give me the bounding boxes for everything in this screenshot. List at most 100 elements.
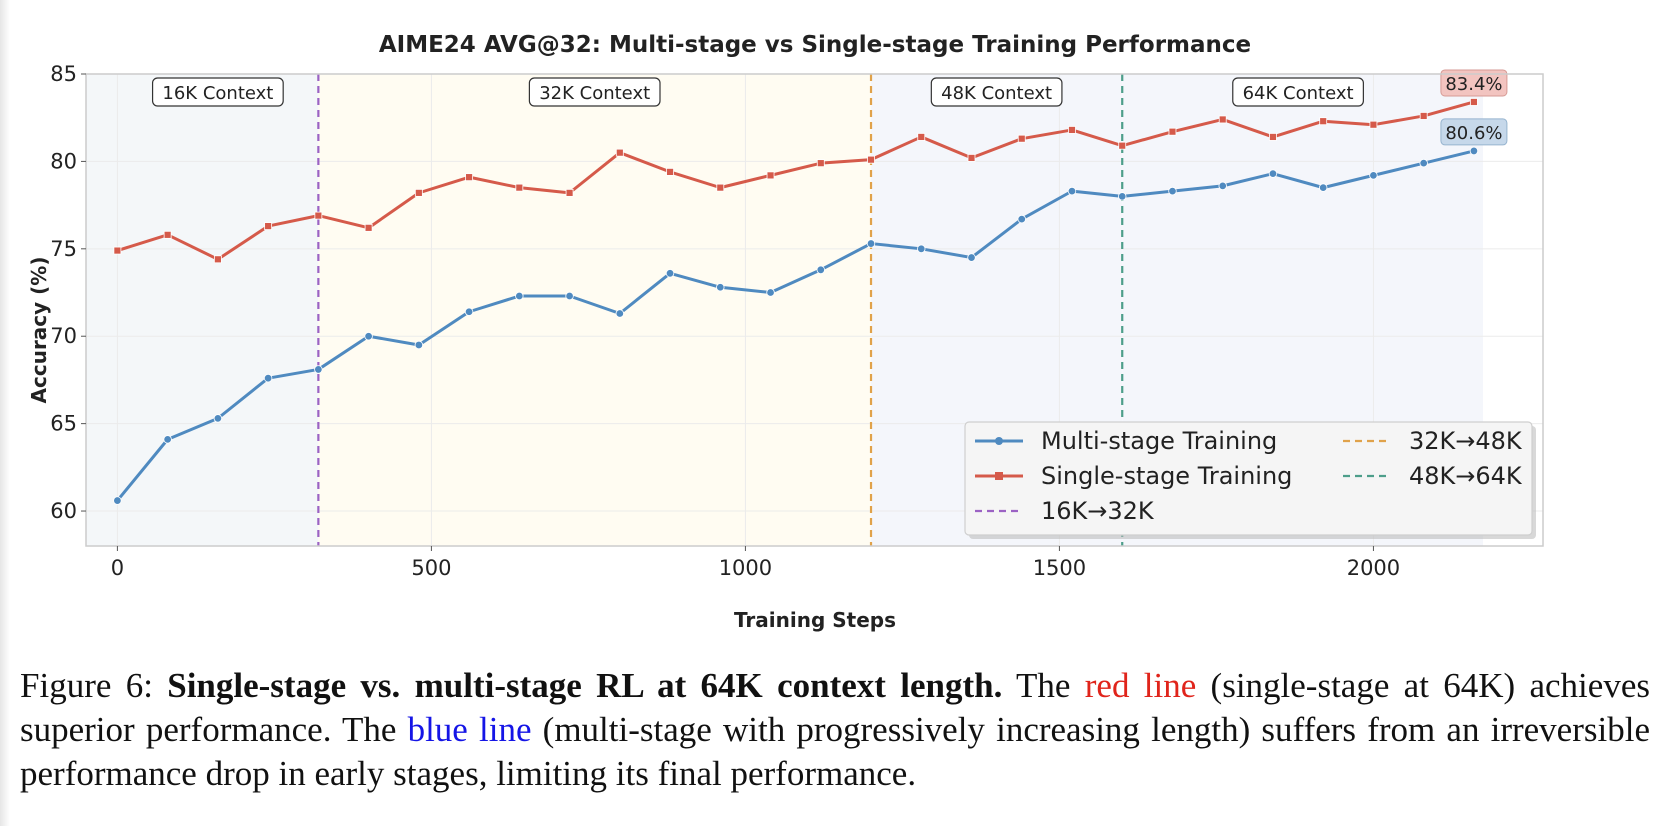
data-point [967,154,976,162]
x-tick-label: 500 [411,556,451,580]
stage-label-box [1232,77,1364,107]
data-point [1118,192,1127,201]
data-point [766,288,775,297]
data-point [1269,133,1277,141]
y-tick-label: 85 [50,62,77,86]
data-point [1369,120,1378,129]
legend-label: 16K→32K [1041,497,1155,525]
stage-label: 48K Context [930,77,1063,107]
page-edge-shadow [0,0,10,826]
data-point [364,223,373,232]
data-point [364,332,373,341]
stage-labels: 16K Context 32K Context 48K Context 64K Con… [151,77,1364,107]
end-label: 83.4% [1440,69,1508,97]
data-point [1318,183,1328,192]
y-tick-label: 75 [50,237,77,261]
legend-label: Multi-stage Training [1041,427,1277,455]
caption-bold-title: Single-stage vs. multi-stage RL at 64K c… [167,666,1003,705]
data-point [263,373,273,383]
x-axis-label: Training Steps [734,608,896,632]
stage-label-text: 64K Context [1243,83,1354,104]
data-point [917,244,926,254]
data-point [113,496,122,505]
stage-label-box [930,77,1063,107]
data-point [515,183,524,192]
x-tick-label: 1500 [1033,556,1086,580]
caption-text-2: (single-stage at 64K) achieves superior … [20,666,1650,749]
y-tick-label: 70 [50,324,77,348]
end-value-labels: 83.4% 80.6% [1440,69,1508,146]
stage-label-box [528,77,661,107]
legend-entry: Multi-stage Training [975,427,1277,455]
data-point [816,265,825,274]
end-label-box [1440,118,1508,146]
caption-red-line: red line [1084,666,1197,705]
stage-label-text: 48K Context [941,83,1052,104]
legend-label: Single-stage Training [1041,462,1292,490]
data-point [716,283,725,292]
end-label-box [1440,69,1508,97]
data-point [967,253,976,262]
series-line [116,149,1475,502]
stage-label: 32K Context [528,77,661,107]
data-point [213,414,223,423]
y-axis-ticks: 60 65 70 75 80 85 [50,62,86,523]
legend-marker [995,437,1003,445]
data-point [1470,98,1478,106]
x-tick-label: 0 [111,556,124,580]
stage-band [318,74,872,546]
data-point [1017,134,1026,143]
chart-title: AIME24 AVG@32: Multi-stage vs Single-sta… [379,32,1251,58]
legend-entry: 48K→64K [1343,462,1523,490]
y-tick-label: 80 [50,149,77,173]
end-label-text: 83.4% [1445,74,1502,95]
data-point [314,211,323,220]
legend-label: 32K→48K [1409,427,1523,455]
data-point [1067,186,1077,196]
stage-label-box [151,77,284,107]
data-point [666,167,674,176]
x-axis-ticks: 0 500 1000 1500 2000 [111,546,1400,580]
data-point [515,291,524,301]
data-point [1419,112,1428,120]
x-tick-label: 2000 [1347,556,1400,580]
legend-entry: 32K→48K [1343,427,1523,455]
data-point [1469,146,1479,156]
legend-box [964,421,1533,536]
data-point [465,173,473,182]
y-axis-label: Accuracy (%) [27,257,51,404]
y-tick-label: 65 [50,412,77,436]
data-point [867,155,875,164]
accuracy-line-chart: AIME24 AVG@32: Multi-stage vs Single-sta… [27,32,1544,632]
figure-caption: Figure 6: Single-stage vs. multi-stage R… [20,664,1650,796]
plot-frame [85,73,1544,547]
data-point [1218,181,1227,191]
data-point [1068,126,1076,134]
data-point [1369,171,1378,180]
y-tick-label: 60 [50,499,77,523]
data-point [213,255,222,264]
data-point [314,365,323,374]
legend: Multi-stage Training Single-stage Trainin… [964,421,1536,539]
end-label-text: 80.6% [1445,123,1502,144]
caption-text-3: (multi-stage with progressively increasi… [20,710,1650,793]
data-point [1218,115,1227,124]
data-point [1268,169,1278,178]
data-point [163,435,172,444]
data-point [464,307,474,316]
end-label: 80.6% [1440,118,1508,146]
transition-lines [317,74,1124,546]
data-point [1118,141,1127,150]
data-point [766,171,775,180]
data-point [113,246,122,255]
data-point [1168,186,1177,196]
stage-band [86,74,319,546]
data-point [414,188,423,197]
stage-label-text: 32K Context [539,83,650,104]
data-point [665,269,675,278]
x-tick-label: 1000 [719,556,772,580]
data-point [917,133,926,141]
data-point [716,183,725,192]
data-point [163,230,172,239]
data-point [565,188,574,197]
